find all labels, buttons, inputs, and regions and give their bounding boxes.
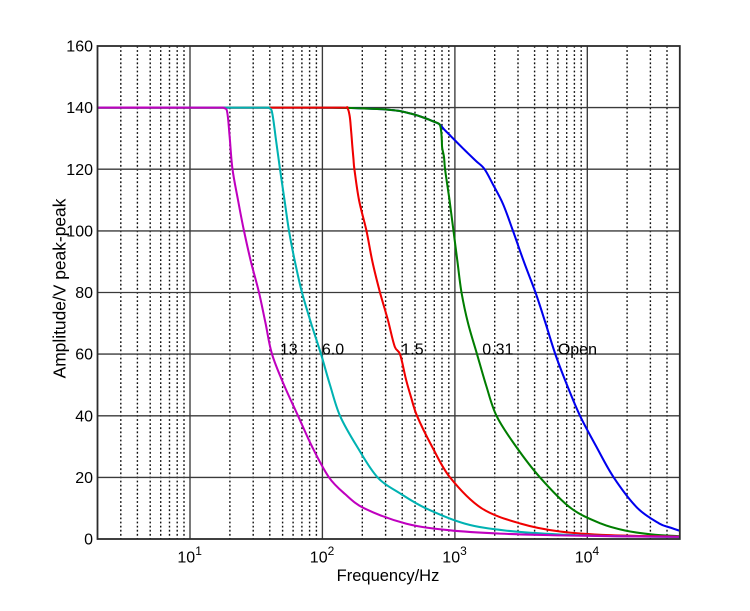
svg-text:140: 140 (66, 100, 93, 117)
svg-text:Amplitude/V peak-peak: Amplitude/V peak-peak (50, 198, 70, 378)
svg-text:6.0: 6.0 (322, 341, 344, 358)
svg-text:13: 13 (280, 341, 298, 358)
svg-text:Open: Open (558, 341, 597, 358)
svg-text:100: 100 (66, 224, 93, 241)
svg-text:20: 20 (75, 470, 93, 487)
svg-text:60: 60 (75, 347, 93, 364)
svg-text:0: 0 (84, 532, 93, 549)
svg-text:40: 40 (75, 408, 93, 425)
svg-text:Frequency/Hz: Frequency/Hz (337, 567, 440, 585)
svg-text:1.5: 1.5 (401, 341, 423, 358)
svg-text:160: 160 (66, 39, 93, 56)
svg-text:0.31: 0.31 (482, 341, 513, 358)
svg-text:80: 80 (75, 285, 93, 302)
svg-text:120: 120 (66, 162, 93, 179)
